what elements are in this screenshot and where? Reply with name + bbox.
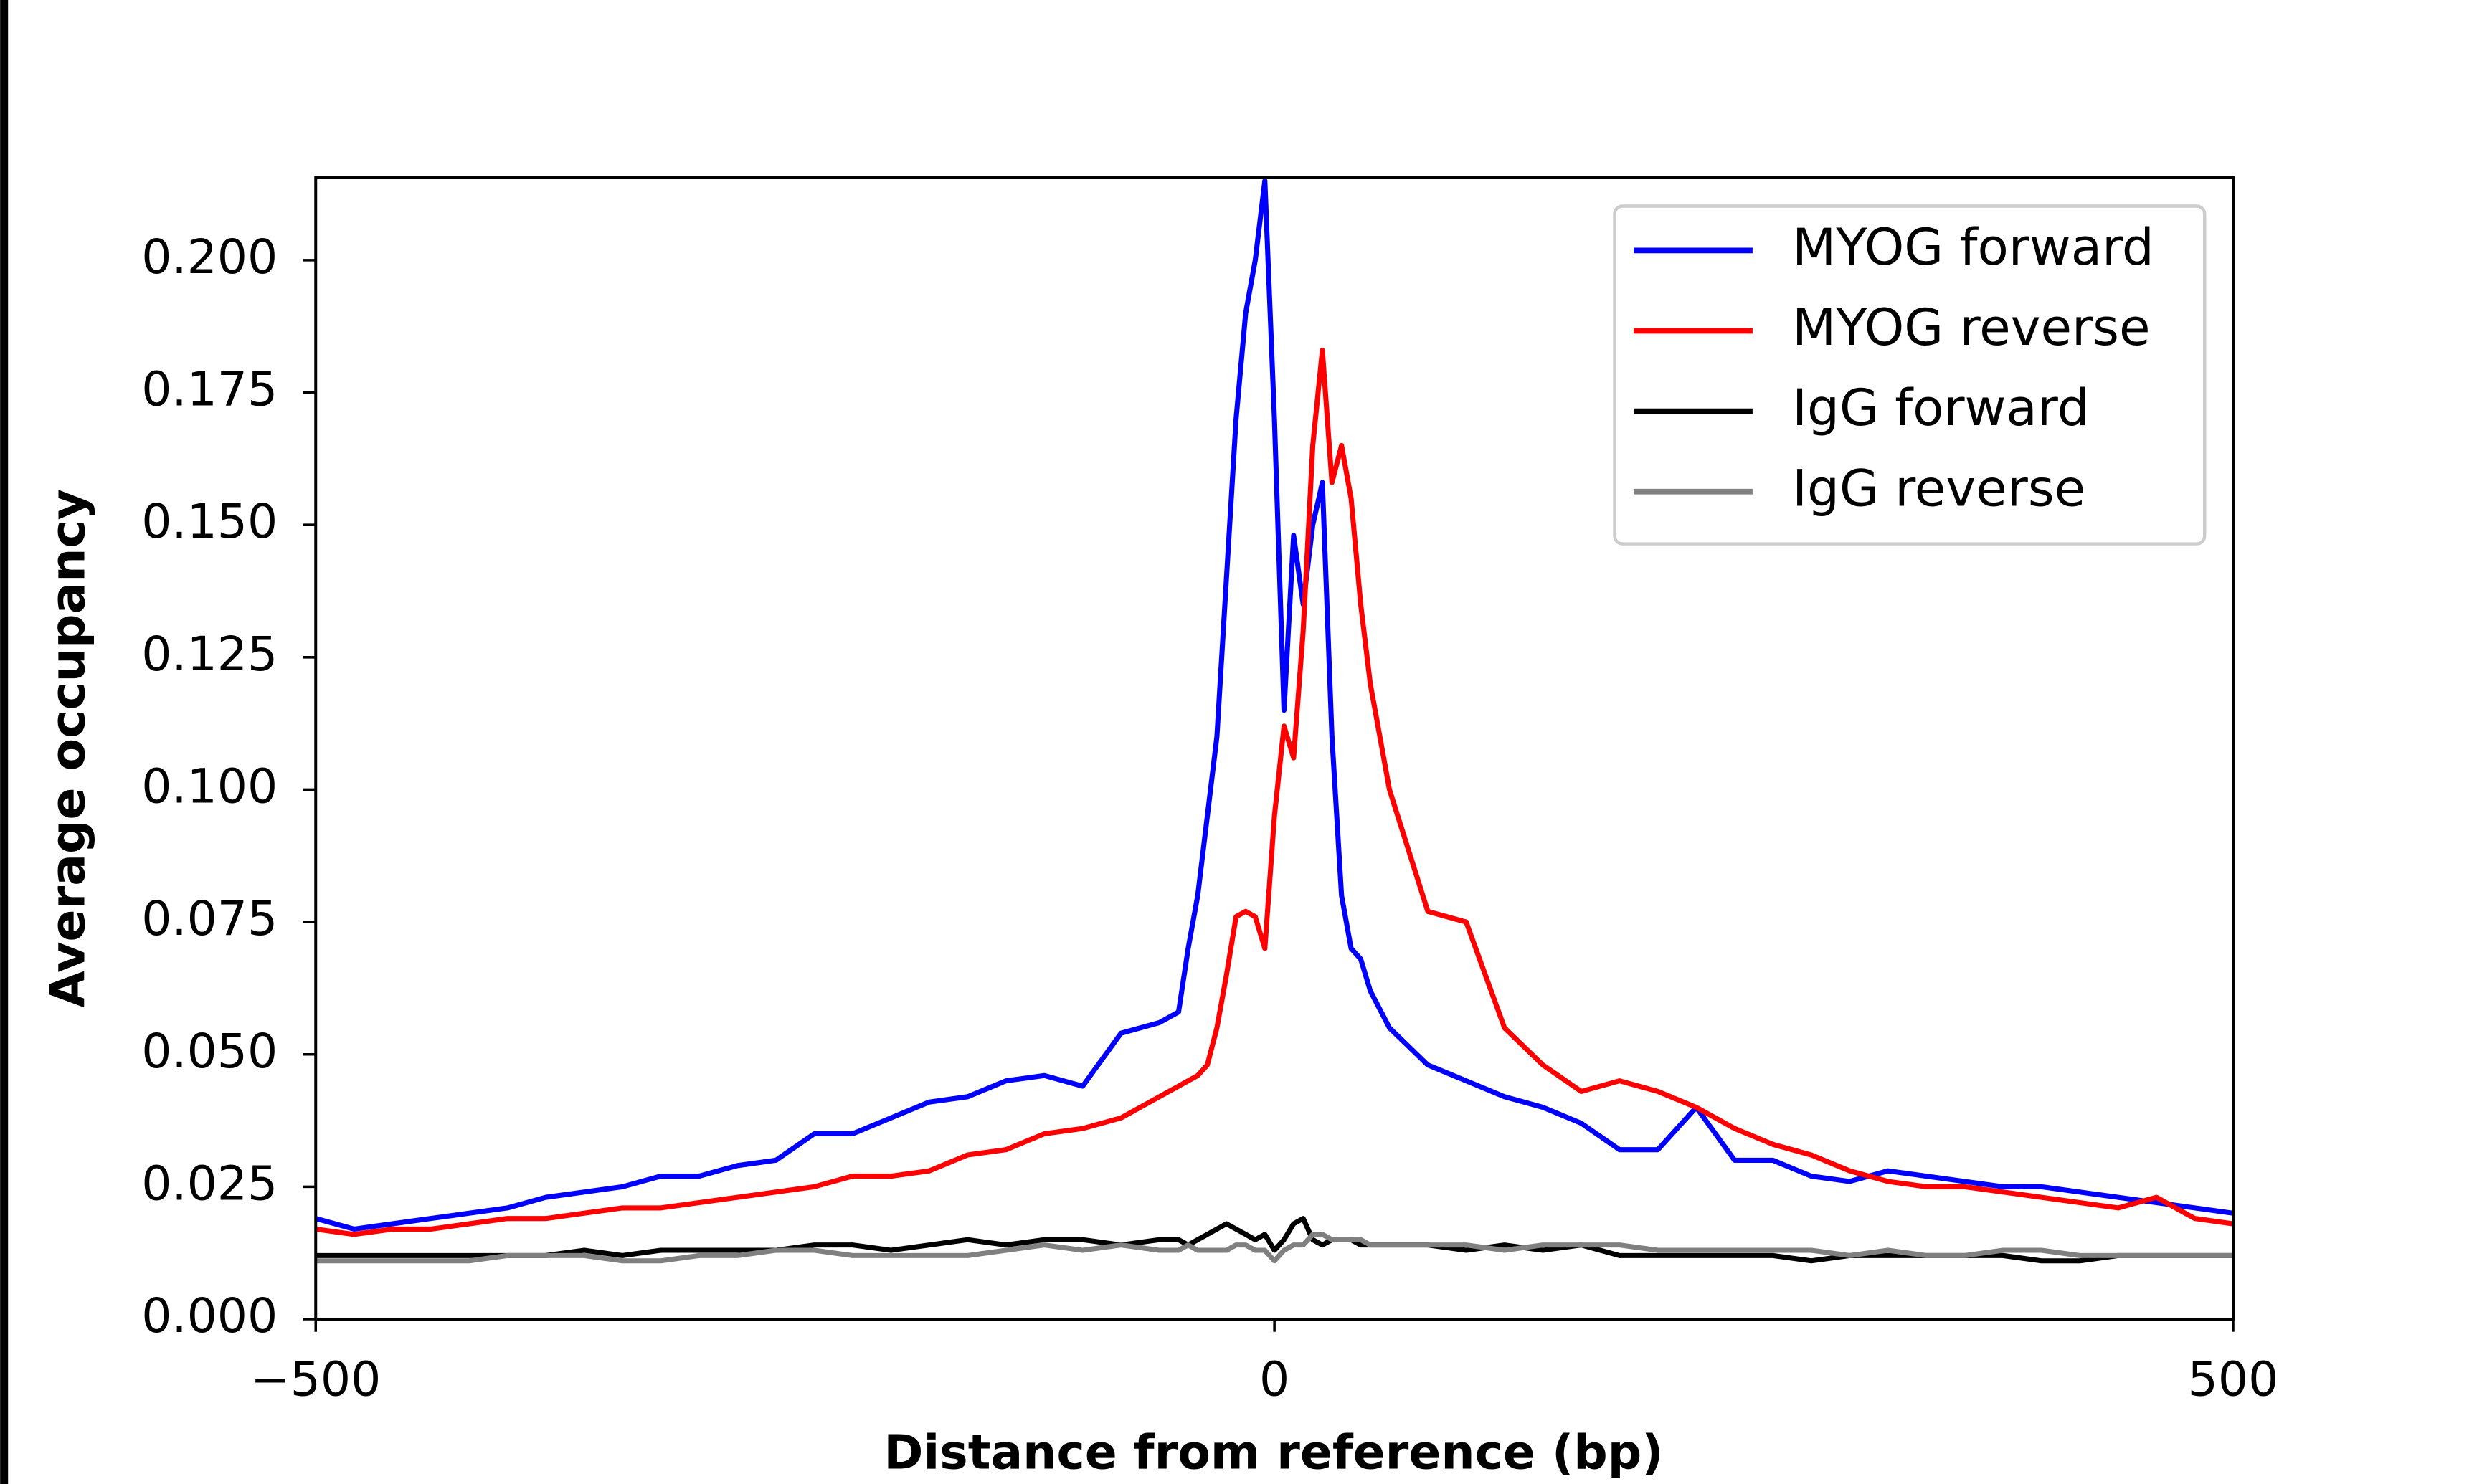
y-tick-label: 0.050 xyxy=(141,1023,278,1079)
series-line xyxy=(316,1232,2234,1264)
x-tick-label: −500 xyxy=(250,1351,381,1407)
y-tick-label: 0.000 xyxy=(141,1288,278,1343)
x-tick-label: 0 xyxy=(1259,1351,1289,1407)
legend-box xyxy=(1613,204,2207,546)
x-tick-label: 500 xyxy=(2188,1351,2279,1407)
series-line xyxy=(316,178,2234,1232)
plot-frame xyxy=(314,176,2235,1321)
x-axis-label: Distance from reference (bp) xyxy=(884,1424,1663,1480)
y-axis-label: Average occupancy xyxy=(40,489,96,1008)
edge xyxy=(0,0,9,1484)
legend-label: IgG forward xyxy=(1792,378,2089,437)
y-tick-label: 0.150 xyxy=(141,493,278,549)
y-tick-label: 0.175 xyxy=(141,361,278,417)
legend-label: MYOG reverse xyxy=(1792,298,2150,357)
y-tick-label: 0.200 xyxy=(141,229,278,285)
legend-label: MYOG forward xyxy=(1792,217,2154,277)
y-tick-label: 0.100 xyxy=(141,758,278,814)
legend-label: IgG reverse xyxy=(1792,458,2085,518)
series-line xyxy=(316,347,2234,1237)
y-tick-label: 0.125 xyxy=(141,626,278,682)
series-line xyxy=(316,1216,2234,1264)
y-tick-label: 0.025 xyxy=(141,1155,278,1211)
y-tick-label: 0.075 xyxy=(141,890,278,946)
